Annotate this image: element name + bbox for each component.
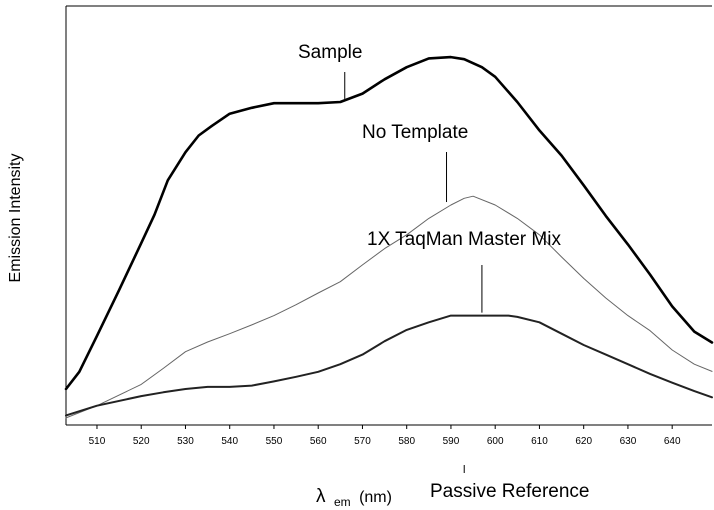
x-axis-label-unit: (nm) <box>359 489 392 506</box>
annotation-label: 1X TaqMan Master Mix <box>367 229 561 250</box>
x-tick-label: 560 <box>310 436 327 447</box>
series-line-3 <box>65 314 713 417</box>
x-tick-label: 550 <box>266 436 283 447</box>
series-lines <box>64 55 714 419</box>
x-tick-label: 510 <box>89 436 106 447</box>
annotation-label: Passive Reference <box>430 481 589 502</box>
series-line-1 <box>64 55 714 391</box>
series-line-2 <box>65 195 713 419</box>
x-tick-label: 570 <box>354 436 371 447</box>
y-axis-label: Emission Intensity <box>7 154 24 283</box>
curve-annotations: Sample No Template 1X TaqMan Master Mix Pas… <box>298 42 589 502</box>
x-tick-label: 620 <box>575 436 592 447</box>
x-tick-label: 520 <box>133 436 150 447</box>
x-axis-label: λ em (nm) <box>316 486 392 510</box>
x-tick-label: 540 <box>221 436 238 447</box>
annotation-label: No Template <box>362 122 468 143</box>
x-tick-label: 630 <box>620 436 637 447</box>
x-tick-label: 590 <box>443 436 460 447</box>
x-tick-label: 640 <box>664 436 681 447</box>
x-tick-label: 610 <box>531 436 548 447</box>
x-tick-label: 580 <box>398 436 415 447</box>
x-axis-label-subscript: em <box>334 495 351 509</box>
x-tick-label: 530 <box>177 436 194 447</box>
x-axis-ticks: 510 520 530 540 550 560 570 580 590 600 610 620 630 6… <box>89 425 681 447</box>
x-axis-label-symbol: λ <box>316 486 326 507</box>
x-tick-label: 600 <box>487 436 504 447</box>
annotation-label: Sample <box>298 42 362 63</box>
